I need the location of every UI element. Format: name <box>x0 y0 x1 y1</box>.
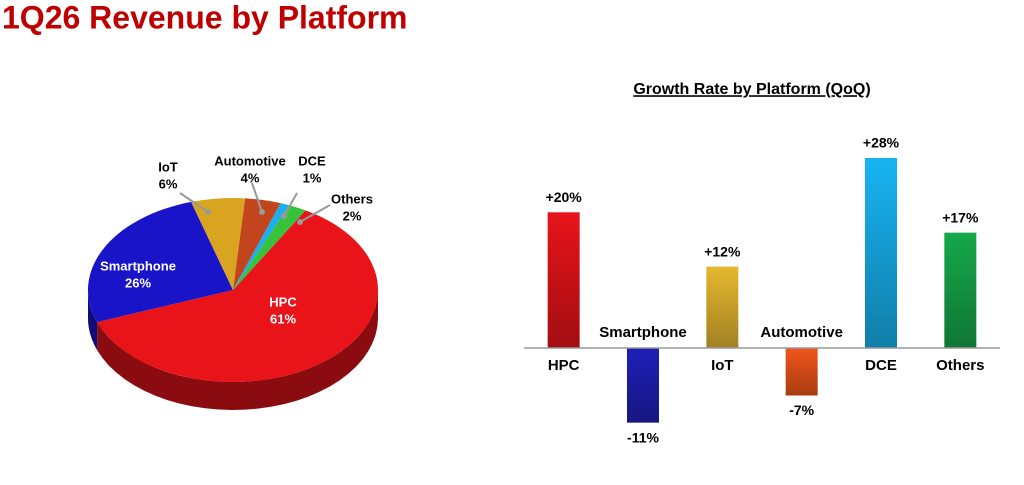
slice-value-label: 2% <box>343 208 362 223</box>
category-label: DCE <box>865 357 897 374</box>
pie-sides <box>88 290 378 410</box>
category-label: IoT <box>711 357 734 374</box>
bar-chart-title: Growth Rate by Platform (QoQ) <box>633 81 870 98</box>
slice-label: Smartphone <box>100 258 176 273</box>
leader-dot <box>297 219 303 225</box>
slice-value-label: 1% <box>303 170 322 185</box>
pie-slice <box>97 210 378 382</box>
bar <box>706 266 739 348</box>
pie-slice <box>191 198 246 290</box>
category-label: HPC <box>548 357 580 374</box>
pie-slice <box>233 203 290 290</box>
leader-dot <box>281 213 287 219</box>
slide-title: 1Q26 Revenue by Platform <box>2 0 407 35</box>
category-label: Others <box>936 357 984 374</box>
bar <box>944 232 977 348</box>
leader-dot <box>205 209 211 215</box>
slice-value-label: 4% <box>241 170 260 185</box>
slice-label: IoT <box>158 159 178 174</box>
slice-value-label: 26% <box>125 275 151 290</box>
pie-slice <box>233 198 281 290</box>
bar <box>627 348 659 423</box>
category-label: Smartphone <box>599 324 687 341</box>
slice-label: DCE <box>298 153 326 168</box>
slice-value-label: 6% <box>159 176 178 191</box>
pie-slice <box>233 205 306 290</box>
pie-slice <box>88 201 234 323</box>
leader-line <box>299 204 331 223</box>
leader-line <box>251 182 263 213</box>
leader-dot <box>259 209 265 215</box>
bar-value-label: -11% <box>627 429 659 445</box>
leader-line <box>283 192 298 217</box>
pie-side <box>88 290 98 351</box>
bar <box>785 348 818 396</box>
pie-side <box>97 290 378 410</box>
slice-label: HPC <box>269 294 297 309</box>
bar-value-label: +17% <box>942 209 979 225</box>
bar-value-label: +28% <box>863 135 900 151</box>
slice-value-label: 61% <box>270 311 296 326</box>
slice-label: Automotive <box>214 153 286 168</box>
bar-value-label: -7% <box>789 402 814 418</box>
bar-value-label: +20% <box>546 189 583 205</box>
leader-line <box>179 192 209 213</box>
bar <box>547 212 580 348</box>
bar-value-label: +12% <box>704 243 741 259</box>
slice-label: Others <box>331 191 373 206</box>
category-label: Automotive <box>760 324 843 341</box>
bar <box>865 158 897 348</box>
